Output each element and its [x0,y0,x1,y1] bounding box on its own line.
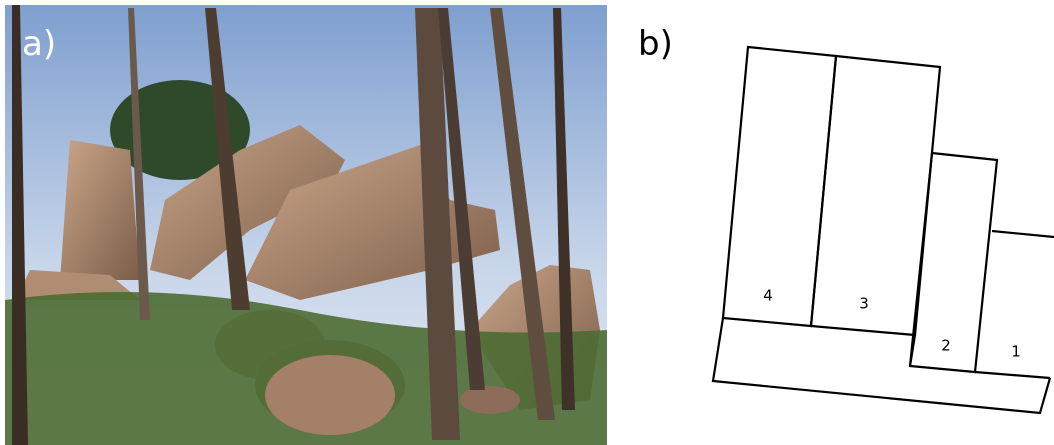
diagram: b) 4 3 2 1 [638,24,1054,415]
section-outline [974,370,1051,380]
section-label: 1 [1011,343,1021,361]
section-outline [809,54,942,337]
base-outline [908,334,917,367]
section-outline [991,229,1054,239]
section-label: 4 [763,287,773,305]
photo [5,5,607,445]
section-label: 2 [941,337,951,355]
panel-label: b) [638,24,673,64]
section-outline [721,45,838,328]
section-outline [908,151,999,374]
base-outline [711,317,1052,415]
panel-label: a) [22,24,56,64]
section-label: 3 [859,295,869,313]
